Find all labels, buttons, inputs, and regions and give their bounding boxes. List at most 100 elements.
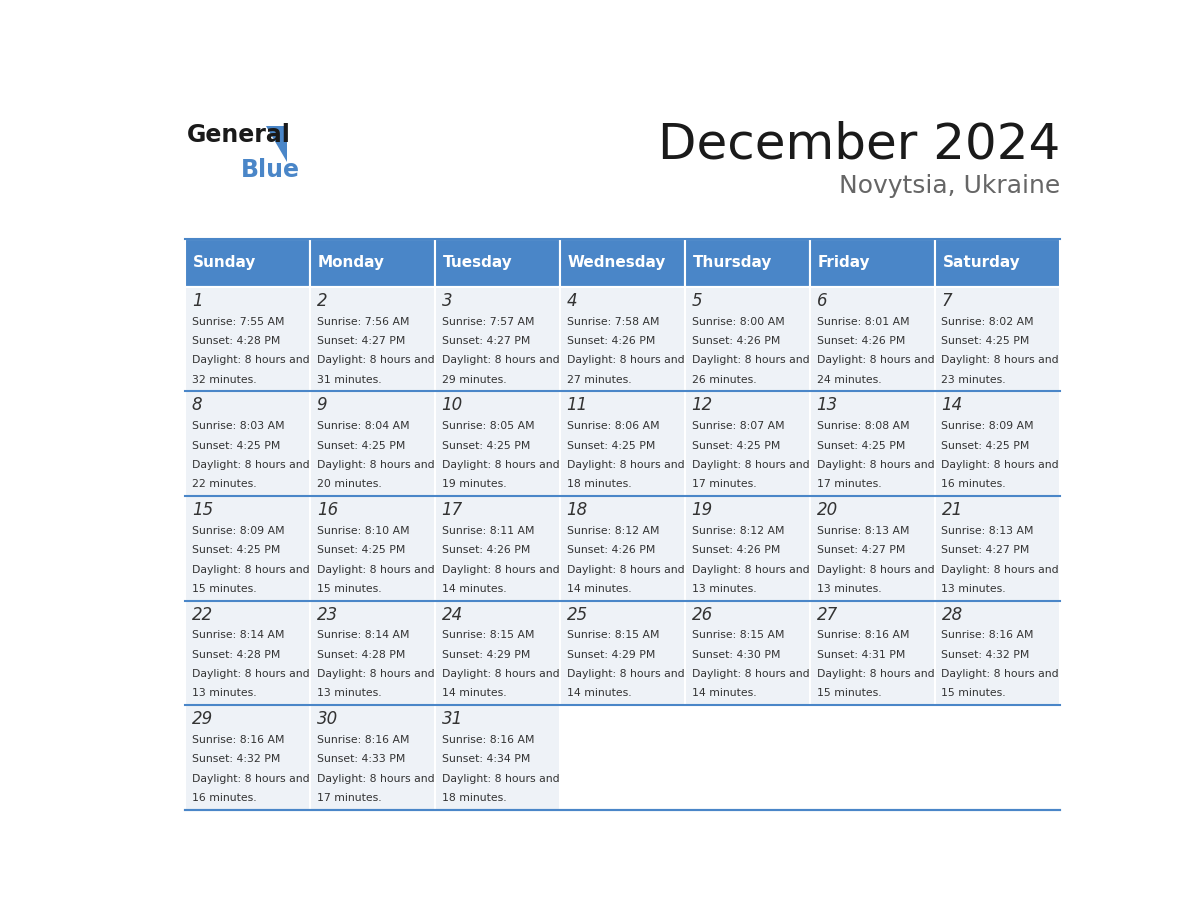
Text: Sunrise: 8:14 AM: Sunrise: 8:14 AM [191, 631, 284, 641]
Text: 18: 18 [567, 501, 588, 519]
Text: 13: 13 [816, 397, 838, 414]
Bar [561, 391, 685, 496]
Text: 4: 4 [567, 292, 577, 309]
Text: Monday: Monday [317, 255, 385, 270]
Text: 13 minutes.: 13 minutes. [691, 584, 757, 594]
Text: 18 minutes.: 18 minutes. [567, 479, 631, 489]
Text: 7: 7 [941, 292, 952, 309]
Text: Daylight: 8 hours and: Daylight: 8 hours and [317, 565, 435, 575]
Text: Sunrise: 8:15 AM: Sunrise: 8:15 AM [567, 631, 659, 641]
Text: 15: 15 [191, 501, 213, 519]
Text: Sunrise: 8:05 AM: Sunrise: 8:05 AM [442, 421, 535, 431]
Bar [310, 239, 435, 286]
Text: 13 minutes.: 13 minutes. [191, 688, 257, 699]
Text: 15 minutes.: 15 minutes. [941, 688, 1006, 699]
Text: 16 minutes.: 16 minutes. [941, 479, 1006, 489]
Text: 23: 23 [317, 606, 337, 623]
Text: Daylight: 8 hours and: Daylight: 8 hours and [691, 565, 809, 575]
Text: 11: 11 [567, 397, 588, 414]
Text: 3: 3 [442, 292, 453, 309]
Text: Sunday: Sunday [192, 255, 257, 270]
Text: Daylight: 8 hours and: Daylight: 8 hours and [442, 460, 560, 470]
Text: Sunrise: 8:16 AM: Sunrise: 8:16 AM [442, 735, 535, 745]
Text: Sunrise: 7:55 AM: Sunrise: 7:55 AM [191, 317, 284, 327]
Text: Daylight: 8 hours and: Daylight: 8 hours and [816, 460, 934, 470]
Text: 14 minutes.: 14 minutes. [567, 688, 631, 699]
Bar [435, 239, 561, 286]
Text: Sunset: 4:26 PM: Sunset: 4:26 PM [691, 545, 781, 555]
Text: 29 minutes.: 29 minutes. [442, 375, 506, 385]
Text: 1: 1 [191, 292, 202, 309]
Text: Sunset: 4:28 PM: Sunset: 4:28 PM [317, 650, 405, 660]
Text: Sunset: 4:27 PM: Sunset: 4:27 PM [941, 545, 1030, 555]
Text: Sunset: 4:26 PM: Sunset: 4:26 PM [691, 336, 781, 346]
Text: 9: 9 [317, 397, 328, 414]
Text: 14 minutes.: 14 minutes. [691, 688, 757, 699]
Text: Daylight: 8 hours and: Daylight: 8 hours and [816, 355, 934, 365]
Bar [185, 705, 310, 810]
Text: 20: 20 [816, 501, 838, 519]
Bar [185, 496, 310, 600]
Bar [810, 239, 935, 286]
Bar [310, 391, 435, 496]
Text: Daylight: 8 hours and: Daylight: 8 hours and [191, 355, 309, 365]
Bar [185, 391, 310, 496]
Text: Sunset: 4:25 PM: Sunset: 4:25 PM [816, 441, 905, 451]
Text: Sunrise: 8:09 AM: Sunrise: 8:09 AM [941, 421, 1034, 431]
Text: 22: 22 [191, 606, 213, 623]
Text: 14 minutes.: 14 minutes. [442, 584, 506, 594]
Text: Sunset: 4:30 PM: Sunset: 4:30 PM [691, 650, 781, 660]
Text: Daylight: 8 hours and: Daylight: 8 hours and [442, 565, 560, 575]
Text: Daylight: 8 hours and: Daylight: 8 hours and [317, 460, 435, 470]
Text: 30: 30 [317, 711, 337, 728]
Bar [561, 600, 685, 705]
Text: 12: 12 [691, 397, 713, 414]
Text: 8: 8 [191, 397, 202, 414]
Polygon shape [266, 126, 286, 162]
Text: Daylight: 8 hours and: Daylight: 8 hours and [567, 355, 684, 365]
Text: 24 minutes.: 24 minutes. [816, 375, 881, 385]
Bar [561, 496, 685, 600]
Text: Daylight: 8 hours and: Daylight: 8 hours and [691, 460, 809, 470]
Text: Friday: Friday [817, 255, 870, 270]
Text: Sunset: 4:27 PM: Sunset: 4:27 PM [816, 545, 905, 555]
Text: 14 minutes.: 14 minutes. [442, 688, 506, 699]
Bar [185, 239, 310, 286]
Text: Sunset: 4:25 PM: Sunset: 4:25 PM [941, 441, 1030, 451]
Text: 10: 10 [442, 397, 463, 414]
Text: Sunset: 4:25 PM: Sunset: 4:25 PM [567, 441, 655, 451]
Text: Sunset: 4:25 PM: Sunset: 4:25 PM [317, 441, 405, 451]
Text: Sunset: 4:25 PM: Sunset: 4:25 PM [317, 545, 405, 555]
Text: Sunrise: 8:07 AM: Sunrise: 8:07 AM [691, 421, 784, 431]
Text: 13 minutes.: 13 minutes. [941, 584, 1006, 594]
Text: 17 minutes.: 17 minutes. [691, 479, 757, 489]
Text: 18 minutes.: 18 minutes. [442, 793, 506, 803]
Text: Sunrise: 8:08 AM: Sunrise: 8:08 AM [816, 421, 909, 431]
Bar [310, 705, 435, 810]
Text: Sunset: 4:25 PM: Sunset: 4:25 PM [442, 441, 530, 451]
Bar [561, 286, 685, 391]
Text: 25: 25 [567, 606, 588, 623]
Bar [435, 496, 561, 600]
Text: 13 minutes.: 13 minutes. [317, 688, 381, 699]
Bar [435, 286, 561, 391]
Text: 22 minutes.: 22 minutes. [191, 479, 257, 489]
Bar [685, 239, 810, 286]
Text: Daylight: 8 hours and: Daylight: 8 hours and [567, 460, 684, 470]
Text: 19: 19 [691, 501, 713, 519]
Text: Tuesday: Tuesday [443, 255, 512, 270]
Bar [685, 600, 810, 705]
Text: 26 minutes.: 26 minutes. [691, 375, 757, 385]
Text: General: General [188, 123, 291, 147]
Text: Daylight: 8 hours and: Daylight: 8 hours and [191, 460, 309, 470]
Text: Sunset: 4:25 PM: Sunset: 4:25 PM [191, 441, 280, 451]
Text: 32 minutes.: 32 minutes. [191, 375, 257, 385]
Bar [935, 286, 1060, 391]
Text: Sunset: 4:32 PM: Sunset: 4:32 PM [941, 650, 1030, 660]
Text: Sunrise: 7:56 AM: Sunrise: 7:56 AM [317, 317, 409, 327]
Text: Sunrise: 8:16 AM: Sunrise: 8:16 AM [191, 735, 284, 745]
Text: 21: 21 [941, 501, 962, 519]
Text: Sunrise: 8:16 AM: Sunrise: 8:16 AM [941, 631, 1034, 641]
Text: 20 minutes.: 20 minutes. [317, 479, 381, 489]
Text: 15 minutes.: 15 minutes. [816, 688, 881, 699]
